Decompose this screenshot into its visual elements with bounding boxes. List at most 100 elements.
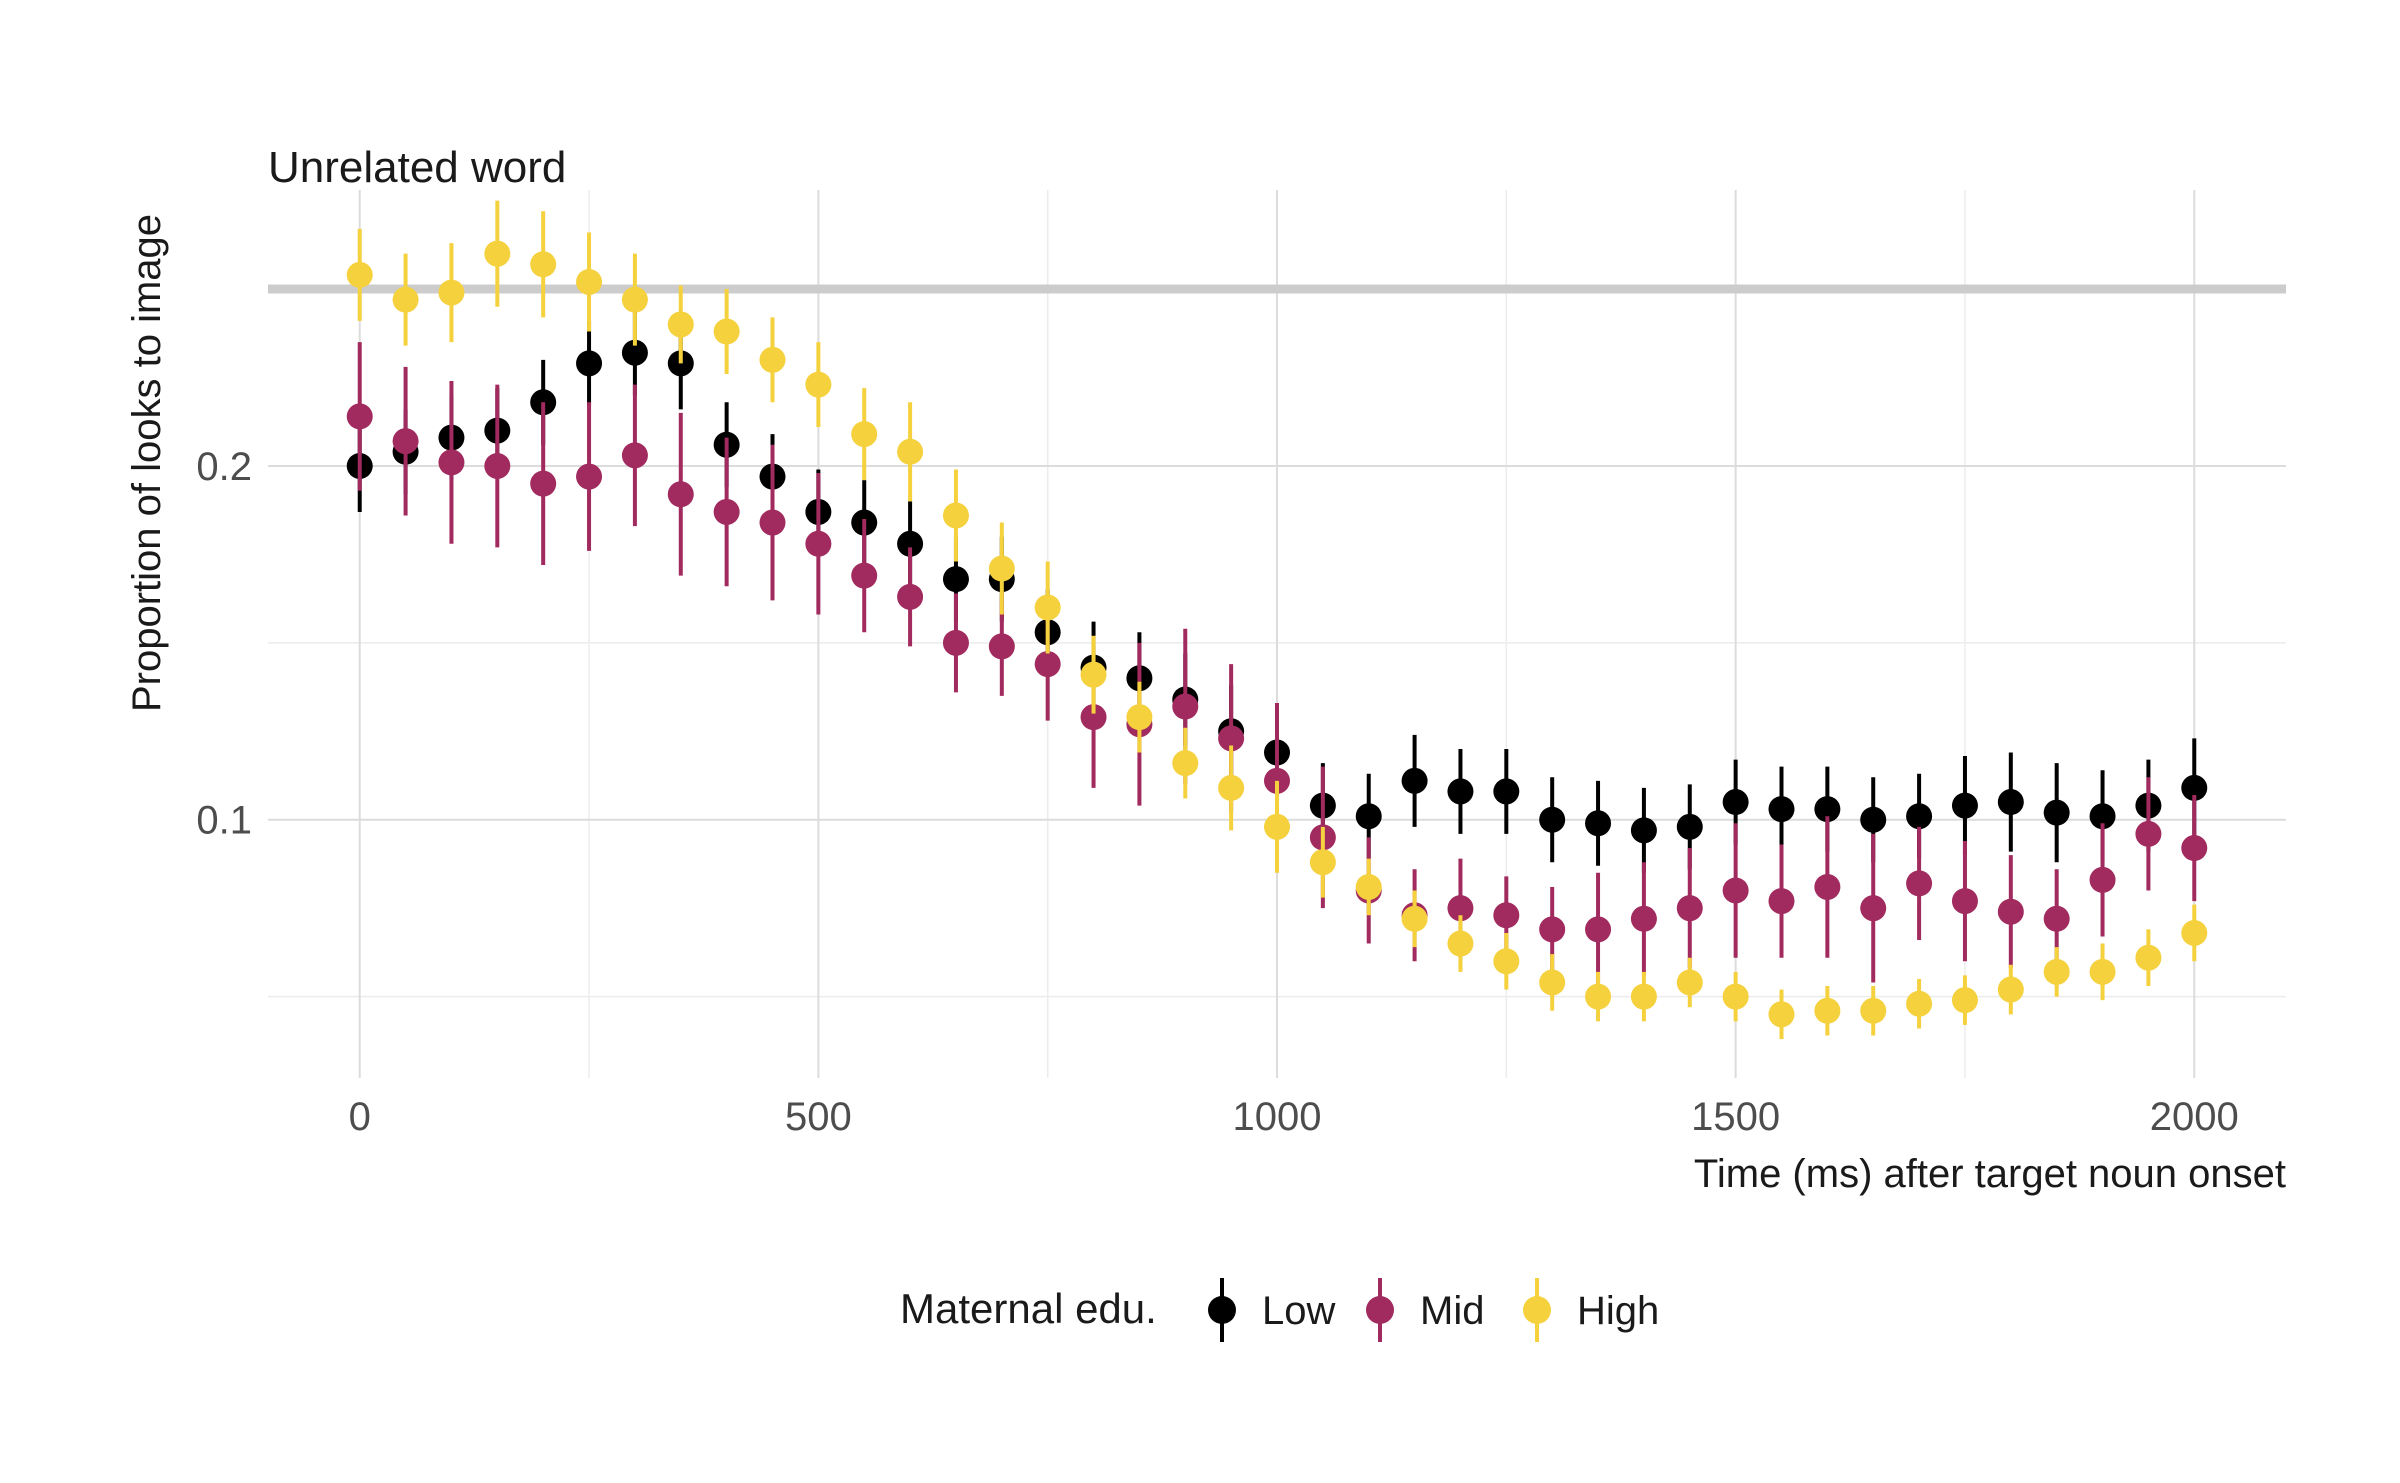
data-point [851,562,878,589]
data-point [1814,997,1841,1024]
data-point [2043,905,2070,932]
data-point [2089,803,2116,830]
data-point [2181,774,2208,801]
data-point [942,629,969,656]
data-point [1630,817,1657,844]
series-high [346,200,2208,1040]
data-point [1218,774,1245,801]
data-point [1539,916,1566,943]
data-point [1997,789,2024,816]
data-point [1355,873,1382,900]
data-point [484,452,511,479]
legend-key-point [1523,1296,1551,1324]
data-point [1539,969,1566,996]
data-point [392,428,419,455]
data-point [942,502,969,529]
data-point [851,421,878,448]
grid [268,190,2286,1078]
data-point [942,566,969,593]
data-point [621,442,648,469]
legend-key-low [1208,1278,1236,1342]
data-point [667,481,694,508]
data-point [1080,661,1107,688]
data-point [1126,704,1153,731]
data-point [1172,750,1199,777]
x-tick-label: 1000 [1233,1095,1322,1139]
data-point [1585,916,1612,943]
legend-label-low: Low [1262,1289,1335,1333]
data-point [1447,778,1474,805]
data-point [1218,725,1245,752]
data-point [621,286,648,313]
x-tick-label: 1500 [1691,1095,1780,1139]
data-point [805,371,832,398]
data-point [988,633,1015,660]
data-point [2135,820,2162,847]
data-point [1676,813,1703,840]
legend-key-high [1523,1278,1551,1342]
data-point [1768,796,1795,823]
chart-title: Unrelated word [268,143,566,192]
data-point [576,268,603,295]
x-tick-label: 0 [349,1095,371,1139]
data-point [1814,796,1841,823]
x-tick-label: 2000 [2150,1095,2239,1139]
x-tick-label: 500 [785,1095,852,1139]
data-point [1585,810,1612,837]
legend-key-point [1208,1296,1236,1324]
data-point [2181,835,2208,862]
y-tick-label: 0.1 [196,799,252,843]
data-point [346,403,373,430]
data-point [1539,806,1566,833]
y-axis-title: Proportion of looks to image [125,214,169,712]
data-point [1034,651,1061,678]
legend-label-high: High [1577,1289,1659,1333]
data-point [1768,888,1795,915]
data-point [1860,997,1887,1024]
data-point [988,555,1015,582]
y-tick-label: 0.2 [196,445,252,489]
data-point [1997,898,2024,925]
data-point [1676,895,1703,922]
data-point [1860,806,1887,833]
data-point [2043,958,2070,985]
data-point [1034,594,1061,621]
legend: Maternal edu. Low Mid High [900,1278,1659,1342]
data-point [484,240,511,267]
data-point [667,311,694,338]
data-point [1676,969,1703,996]
data-point [1630,905,1657,932]
data-point [2043,799,2070,826]
data-point [1080,704,1107,731]
data-point [2089,958,2116,985]
data-point [2181,919,2208,946]
data-point [897,438,924,465]
data-point [1768,1001,1795,1028]
data-point [1172,693,1199,720]
data-point [1447,895,1474,922]
data-point [1906,803,1933,830]
data-point [1309,849,1336,876]
data-point [805,530,832,557]
data-point [1860,895,1887,922]
data-point [1722,877,1749,904]
data-point [530,251,557,278]
data-point [1447,930,1474,957]
data-point [759,346,786,373]
data-point [1493,948,1520,975]
data-point [1401,767,1428,794]
data-point [1585,983,1612,1010]
data-point [576,463,603,490]
data-point [1722,983,1749,1010]
data-point [1722,789,1749,816]
data-point [1997,976,2024,1003]
legend-key-mid [1366,1278,1394,1342]
data-marks [346,200,2208,1040]
data-point [1355,803,1382,830]
legend-key-point [1366,1296,1394,1324]
data-point [1951,888,1978,915]
data-point [1906,870,1933,897]
data-point [2089,866,2116,893]
data-point [438,449,465,476]
